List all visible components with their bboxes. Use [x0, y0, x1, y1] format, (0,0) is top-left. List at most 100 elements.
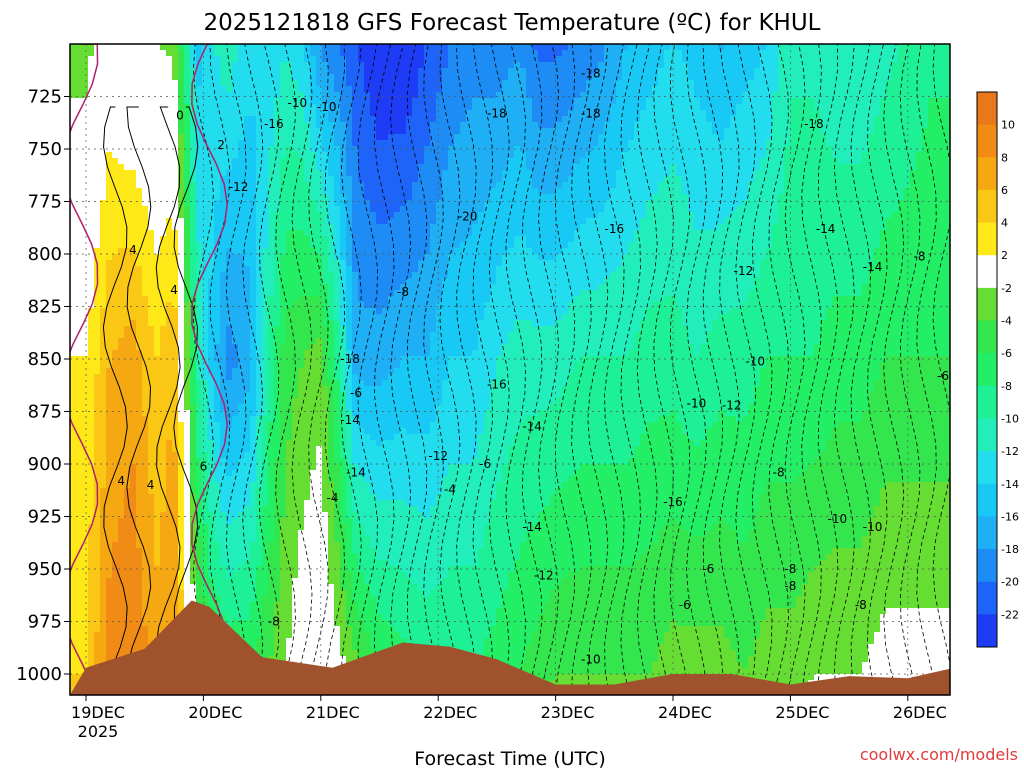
field-cell: [214, 212, 221, 219]
field-cell: [286, 434, 293, 441]
field-cell: [232, 284, 239, 291]
field-cell: [250, 278, 257, 285]
field-cell: [178, 392, 185, 399]
field-cell: [328, 500, 335, 507]
field-cell: [268, 110, 275, 117]
field-cell: [76, 314, 83, 321]
field-cell: [82, 650, 89, 657]
field-cell: [166, 284, 173, 291]
field-cell: [244, 272, 251, 279]
field-cell: [202, 332, 209, 339]
field-cell: [286, 440, 293, 447]
field-cell: [166, 584, 173, 591]
field-cell: [130, 494, 137, 501]
field-cell: [280, 410, 287, 417]
field-cell: [76, 440, 83, 447]
field-cell: [82, 614, 89, 621]
field-cell: [184, 482, 191, 489]
field-cell: [88, 314, 95, 321]
field-cell: [148, 416, 155, 423]
field-cell: [82, 332, 89, 339]
field-cell: [70, 116, 77, 123]
field-cell: [328, 206, 335, 213]
field-cell: [100, 290, 107, 297]
field-cell: [238, 278, 245, 285]
field-cell: [88, 536, 95, 543]
field-cell: [232, 254, 239, 261]
field-cell: [280, 56, 287, 63]
field-cell: [190, 482, 197, 489]
field-cell: [148, 398, 155, 405]
field-cell: [136, 374, 143, 381]
field-cell: [136, 266, 143, 273]
field-cell: [154, 410, 161, 417]
field-cell: [256, 572, 263, 579]
field-cell: [304, 350, 311, 357]
field-cell: [316, 80, 323, 87]
field-cell: [202, 62, 209, 69]
field-cell: [202, 320, 209, 327]
field-cell: [292, 524, 299, 531]
field-cell: [202, 470, 209, 477]
field-cell: [268, 92, 275, 99]
field-cell: [118, 152, 125, 159]
field-cell: [310, 476, 317, 483]
field-cell: [316, 506, 323, 513]
field-cell: [154, 224, 161, 231]
field-cell: [268, 122, 275, 129]
field-cell: [298, 104, 305, 111]
field-cell: [202, 440, 209, 447]
field-cell: [82, 128, 89, 135]
field-cell: [328, 584, 335, 591]
field-cell: [70, 272, 77, 279]
field-cell: [220, 608, 227, 615]
field-cell: [262, 422, 269, 429]
field-cell: [256, 248, 263, 255]
field-cell: [268, 290, 275, 297]
field-cell: [262, 464, 269, 471]
field-cell: [292, 458, 299, 465]
field-cell: [298, 470, 305, 477]
field-cell: [142, 638, 149, 645]
field-cell: [124, 350, 131, 357]
field-cell: [184, 422, 191, 429]
field-cell: [100, 548, 107, 555]
field-cell: [232, 134, 239, 141]
field-cell: [196, 476, 203, 483]
field-cell: [268, 194, 275, 201]
field-cell: [178, 92, 185, 99]
field-cell: [322, 356, 329, 363]
field-cell: [250, 230, 257, 237]
field-cell: [76, 164, 83, 171]
field-cell: [226, 362, 233, 369]
field-cell: [322, 242, 329, 249]
field-cell: [124, 320, 131, 327]
field-cell: [82, 116, 89, 123]
field-cell: [208, 560, 215, 567]
field-cell: [154, 368, 161, 375]
field-cell: [70, 74, 77, 81]
field-cell: [292, 212, 299, 219]
field-cell: [244, 56, 251, 63]
field-cell: [280, 110, 287, 117]
field-cell: [310, 254, 317, 261]
field-cell: [100, 242, 107, 249]
field-cell: [70, 152, 77, 159]
field-cell: [214, 464, 221, 471]
field-cell: [94, 140, 101, 147]
field-cell: [154, 320, 161, 327]
field-cell: [70, 548, 77, 555]
field-cell: [328, 248, 335, 255]
field-cell: [136, 212, 143, 219]
field-cell: [178, 584, 185, 591]
field-cell: [226, 524, 233, 531]
field-cell: [274, 308, 281, 315]
field-cell: [148, 464, 155, 471]
field-cell: [136, 296, 143, 303]
field-cell: [202, 176, 209, 183]
field-cell: [160, 398, 167, 405]
field-cell: [214, 206, 221, 213]
field-cell: [304, 110, 311, 117]
field-cell: [286, 236, 293, 243]
field-cell: [130, 644, 137, 651]
